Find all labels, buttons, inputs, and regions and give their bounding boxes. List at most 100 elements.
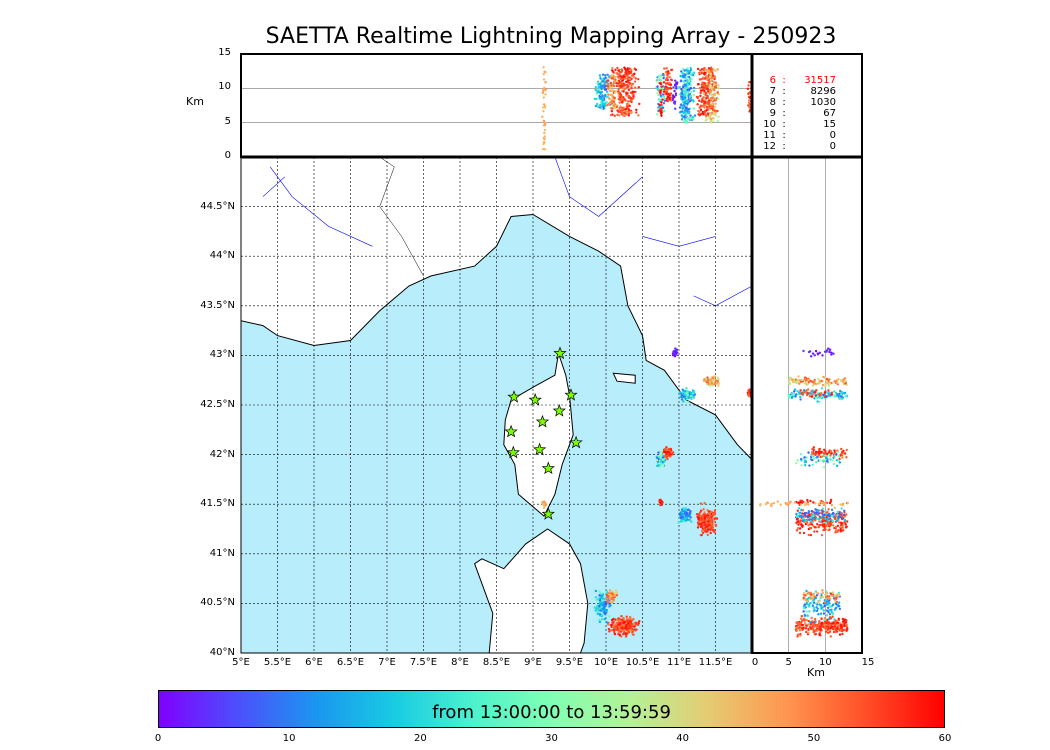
lightning-source-lon-alt (687, 111, 691, 115)
lightning-source-lon-alt (659, 89, 663, 92)
lightning-source-lat-alt (826, 519, 829, 522)
lightning-source-plan (604, 602, 608, 605)
lightning-source-lon-alt (708, 75, 712, 79)
lightning-source-lat-alt (795, 626, 798, 629)
lightning-source-lat-alt (815, 594, 819, 597)
lightning-source-lon-alt (544, 70, 547, 74)
separator: : (782, 141, 786, 152)
lightning-source-plan (659, 451, 663, 454)
lightning-source-lat-alt (828, 514, 831, 518)
source-count: 8296 (810, 86, 836, 97)
lightning-source-plan (613, 591, 616, 595)
lightning-source-lat-alt (828, 501, 832, 505)
lightning-source-lon-alt (603, 88, 607, 91)
lightning-source-lat-alt (837, 515, 840, 518)
lightning-source-lon-alt (702, 92, 706, 95)
lightning-source-lon-alt (625, 112, 628, 116)
colorbar-tick-label: 40 (676, 733, 690, 744)
lightning-source-lon-alt (603, 77, 606, 80)
count-row: 6: 31517 (756, 75, 836, 86)
lightning-source-lat-alt (809, 458, 813, 461)
lightning-source-lon-alt (611, 66, 614, 70)
lightning-source-plan (605, 590, 609, 593)
lightning-source-lon-alt (616, 113, 619, 117)
lightning-source-lon-alt (621, 98, 624, 101)
lightning-source-lat-alt (844, 394, 847, 398)
lightning-source-plan (620, 614, 623, 618)
lightning-source-lon-alt (697, 82, 700, 86)
lightning-source-lat-alt (831, 594, 834, 598)
lightning-source-lon-alt (619, 96, 622, 99)
lightning-source-plan (606, 623, 610, 626)
lightning-source-lat-alt (823, 627, 826, 630)
lightning-source-lon-alt (634, 90, 637, 94)
lightning-source-plan (704, 377, 707, 380)
lightning-source-lon-alt (630, 74, 634, 77)
lightning-source-plan (689, 516, 692, 519)
altitude-tick-label: 15 (861, 657, 875, 668)
lightning-source-plan (748, 389, 751, 392)
lightning-source-plan (605, 621, 608, 624)
lightning-source-lon-alt (747, 99, 751, 102)
lightning-source-lat-alt (804, 391, 807, 394)
lightning-source-lat-alt (831, 459, 835, 462)
lightning-source-lon-alt (604, 74, 607, 77)
lon-tick-label: 5°E (232, 657, 250, 668)
france-italy-border (379, 156, 424, 277)
lightning-source-lon-alt (661, 106, 665, 109)
lightning-source-plan (696, 526, 700, 529)
lightning-source-lon-alt (697, 113, 700, 116)
lightning-source-lon-alt (627, 114, 630, 117)
lightning-source-lon-alt (628, 95, 631, 98)
lightning-source-lon-alt (701, 104, 704, 108)
lightning-source-lon-alt (601, 104, 604, 107)
lightning-source-lat-alt (803, 619, 806, 622)
lightning-source-plan (702, 527, 706, 531)
lightning-source-lat-alt (838, 629, 841, 632)
lightning-source-lat-alt (824, 452, 827, 455)
lightning-source-lon-alt (628, 77, 631, 81)
lightning-source-lat-alt (827, 611, 830, 614)
station-count: 9 (769, 108, 776, 119)
lightning-source-lat-alt (835, 630, 839, 633)
lightning-source-lat-alt (788, 378, 791, 382)
lightning-source-lat-alt (798, 501, 802, 504)
lightning-source-plan (706, 522, 709, 525)
lightning-source-lat-alt (804, 606, 807, 609)
lightning-source-lat-alt (818, 625, 822, 629)
lightning-source-lat-alt (824, 382, 827, 385)
lightning-source-lat-alt (815, 623, 818, 627)
lightning-source-lon-alt (660, 95, 663, 98)
lightning-source-lat-alt (813, 378, 816, 382)
lightning-source-lon-alt (680, 103, 683, 106)
lightning-source-lat-alt (821, 591, 825, 595)
lightning-source-lon-alt (662, 109, 666, 113)
count-row: 9: 67 (756, 108, 836, 119)
lightning-source-plan (704, 513, 707, 516)
lightning-source-plan (614, 589, 618, 592)
lightning-source-lon-alt (674, 93, 678, 97)
lightning-source-lat-alt (837, 517, 840, 520)
lightning-source-plan (698, 523, 701, 526)
lightning-source-lon-alt (617, 91, 621, 95)
lightning-source-lat-alt (799, 621, 802, 625)
lightning-source-lat-alt (807, 524, 810, 527)
lightning-source-lat-alt (836, 381, 839, 385)
lightning-source-lat-alt (798, 531, 802, 535)
lightning-source-lat-alt (823, 618, 826, 622)
lightning-source-lon-alt (716, 91, 719, 94)
lightning-source-lon-alt (596, 104, 600, 108)
colorbar-tick-label: 50 (807, 733, 821, 744)
lightning-source-lon-alt (542, 110, 545, 113)
lightning-source-lat-alt (813, 530, 816, 533)
lightning-source-lon-alt (713, 109, 716, 113)
lightning-source-lat-alt (814, 450, 818, 454)
lightning-source-lat-alt (846, 501, 850, 505)
lightning-source-lon-alt (699, 89, 703, 92)
lightning-source-lat-alt (810, 454, 813, 457)
lightning-source-plan (682, 507, 685, 510)
lightning-source-lat-alt (822, 612, 826, 615)
lightning-source-lat-alt (829, 523, 833, 527)
lightning-source-lat-alt (810, 390, 813, 393)
lightning-source-lat-alt (832, 462, 836, 466)
